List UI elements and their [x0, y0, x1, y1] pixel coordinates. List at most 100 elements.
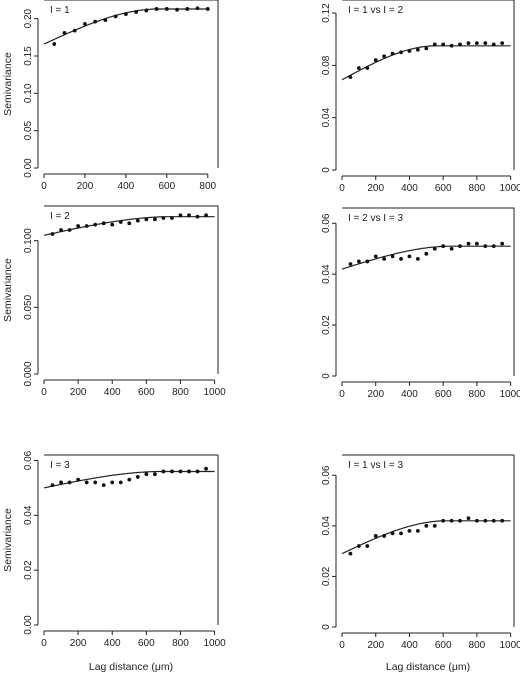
plot-frame [44, 454, 219, 625]
plot-frame [44, 205, 219, 374]
x-tick-label: 1000 [500, 183, 520, 194]
y-tick-label: 0.10 [23, 83, 34, 103]
data-point [50, 483, 55, 488]
x-tick-label: 0 [41, 387, 47, 398]
data-point [500, 41, 505, 46]
data-point [204, 466, 208, 471]
data-point [407, 254, 412, 259]
data-point [123, 12, 128, 17]
data-point [399, 50, 403, 55]
data-point [195, 214, 200, 219]
x-tick-label: 600 [138, 638, 155, 649]
y-tick-label: 0.00 [23, 158, 34, 178]
data-point [365, 544, 370, 548]
data-point [449, 43, 454, 48]
data-point [449, 246, 454, 251]
y-tick-label: 0 [321, 167, 332, 173]
data-point [356, 544, 361, 548]
panel-2: 0 0.04 0.08 0.12 0 200 400 600 800 1000 I = 1 vs I… [321, 0, 520, 194]
x-tick-label: 800 [469, 640, 486, 651]
y-tick-label: 0.04 [321, 108, 332, 128]
data-point [407, 49, 412, 53]
data-point [84, 224, 89, 228]
y-tick-label: 0.05 [23, 120, 34, 140]
x-tick-label: 200 [70, 387, 87, 398]
data-point [170, 216, 174, 220]
data-point [491, 244, 496, 249]
data-point [458, 42, 462, 47]
data-point [458, 244, 462, 249]
data-point [466, 516, 471, 521]
plot-frame [44, 0, 219, 168]
data-point [67, 228, 72, 232]
data-point [76, 224, 81, 228]
y-tick-label: 0 [321, 624, 332, 630]
x-tick-label: 0 [339, 640, 345, 651]
x-axis-title: Lag distance (μm) [89, 661, 173, 673]
data-point [118, 220, 123, 224]
fitted-model-line [43, 216, 215, 236]
x-tick-label: 400 [401, 640, 418, 651]
y-tick-label: 0.04 [321, 516, 332, 536]
data-point [178, 469, 183, 474]
panel-label: I = 2 [50, 211, 70, 222]
data-point [195, 469, 200, 474]
panel-label: I = 1 vs I = 3 [348, 460, 403, 471]
data-point [164, 7, 169, 11]
data-point [483, 518, 488, 523]
x-tick-label: 200 [70, 638, 87, 649]
data-point [365, 259, 370, 264]
data-point [110, 480, 115, 485]
data-point [475, 241, 479, 246]
data-point [348, 551, 353, 556]
data-point [382, 257, 387, 261]
data-point [59, 480, 63, 485]
x-tick-label: 200 [367, 183, 384, 194]
data-point [134, 10, 139, 14]
x-tick-label: 600 [435, 640, 452, 651]
data-point [118, 480, 123, 485]
y-axis-title: Semivariance [2, 508, 14, 572]
data-point [76, 477, 81, 482]
y-tick-label: 0.06 [321, 213, 332, 233]
data-point [205, 7, 210, 11]
y-tick-label: 0.02 [321, 566, 332, 586]
data-point [373, 254, 378, 259]
fitted-model-line [341, 245, 511, 270]
x-tick-label: 600 [435, 389, 452, 400]
data-point [187, 213, 191, 218]
data-point [101, 483, 106, 488]
data-point [483, 41, 488, 46]
plot-frame [342, 0, 515, 170]
data-point [161, 216, 166, 220]
panel-label: I = 2 vs I = 3 [348, 213, 403, 224]
x-tick-label: 800 [199, 181, 216, 192]
y-tick-label: 0.06 [321, 465, 332, 485]
data-point [84, 480, 89, 485]
data-point [113, 14, 118, 19]
y-tick-label: 0.04 [23, 505, 34, 525]
y-tick-label: 0.15 [23, 46, 34, 66]
data-point [424, 46, 429, 51]
data-point [373, 58, 378, 63]
x-tick-label: 400 [104, 387, 121, 398]
data-point [187, 469, 191, 474]
panel-6: 0 0.02 0.04 0.06 0 200 400 600 800 1000 I = 1 vs I… [321, 454, 520, 673]
data-point [466, 241, 471, 246]
x-tick-label: 800 [172, 638, 189, 649]
data-point [432, 523, 437, 528]
x-tick-label: 600 [138, 387, 155, 398]
y-tick-label: 0.00 [23, 615, 34, 635]
data-point [127, 221, 132, 226]
data-point [154, 7, 159, 11]
x-tick-label: 0 [339, 389, 345, 400]
x-tick-label: 200 [367, 389, 384, 400]
data-point [93, 222, 98, 227]
data-point [72, 28, 77, 33]
data-point [407, 528, 412, 533]
data-point [399, 531, 403, 536]
data-point [390, 254, 395, 259]
data-point [356, 259, 361, 264]
data-point [424, 251, 429, 256]
